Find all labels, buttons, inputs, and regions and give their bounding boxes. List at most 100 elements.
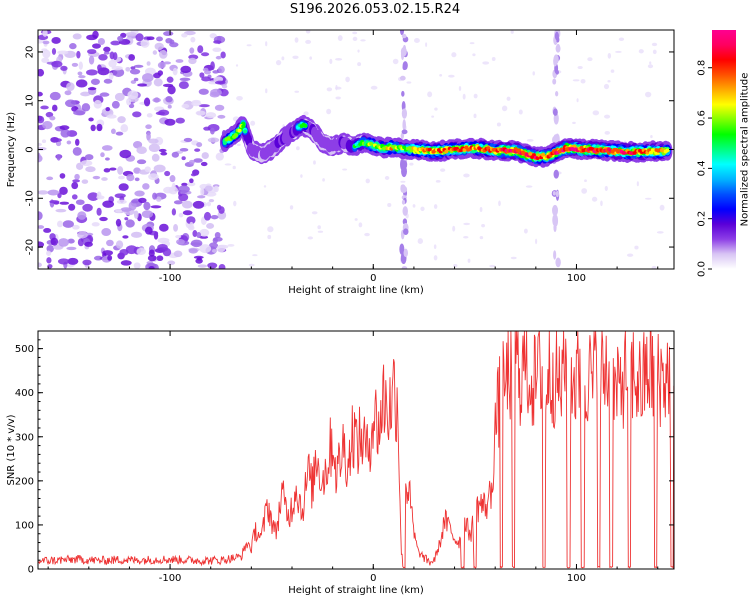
noise-blob [43, 227, 52, 233]
noise-blob [117, 166, 124, 175]
faint-blob [581, 188, 588, 194]
noise-blob [108, 59, 117, 68]
noise-blob [167, 260, 176, 266]
noise-blob [67, 238, 75, 244]
noise-blob [87, 192, 99, 201]
noise-blob [213, 185, 219, 193]
faint-blob [636, 181, 639, 187]
faint-blob [603, 83, 610, 90]
noise-blob [38, 211, 43, 221]
faint-blob [265, 41, 268, 47]
faint-blob [614, 50, 622, 53]
noise-blob [125, 32, 138, 37]
noise-blob [60, 129, 71, 138]
noise-blob [148, 138, 159, 144]
noise-blob [117, 35, 124, 42]
noise-blob [218, 88, 229, 97]
ridge-blob [427, 147, 432, 152]
noise-blob [75, 199, 85, 205]
faint-blob [265, 88, 268, 94]
noise-blob [41, 57, 50, 63]
noise-blob [212, 70, 219, 74]
faint-blob [233, 200, 237, 207]
ridge-blob [222, 141, 227, 146]
faint-blob [576, 98, 579, 103]
noise-blob [90, 78, 100, 85]
noise-blob [200, 187, 205, 196]
noise-blob [156, 255, 164, 262]
noise-blob [69, 43, 77, 50]
noise-blob [77, 211, 87, 220]
noise-blob [181, 156, 186, 161]
noise-blob [199, 72, 205, 78]
faint-blob [518, 109, 523, 115]
noise-blob [38, 225, 45, 229]
noise-blob [197, 264, 208, 268]
noise-blob [97, 64, 102, 72]
noise-blob [38, 241, 45, 248]
noise-blob [200, 52, 210, 57]
noise-blob [93, 99, 102, 109]
noise-blob [102, 250, 114, 256]
x-tick-label: -100 [159, 273, 182, 284]
noise-blob [49, 91, 61, 101]
noise-blob [158, 148, 167, 153]
noise-blob [138, 197, 147, 204]
noise-blob [143, 97, 151, 107]
faint-blob [491, 57, 496, 61]
colorbar-tick-label: 0.8 [697, 60, 708, 76]
noise-blob [92, 30, 99, 39]
faint-blob [267, 234, 272, 240]
faint-blob [236, 95, 243, 101]
faint-blob [448, 74, 455, 78]
noise-blob [137, 83, 148, 87]
streak-blob [403, 248, 408, 258]
faint-blob [387, 203, 392, 208]
noise-blob [106, 114, 117, 119]
noise-blob [196, 232, 202, 238]
noise-blob [206, 201, 211, 207]
noise-blob [214, 104, 225, 111]
noise-blob [190, 36, 196, 43]
y-tick-label: 300 [15, 432, 34, 443]
noise-blob [159, 49, 168, 59]
noise-blob [175, 234, 182, 239]
faint-blob [345, 76, 350, 83]
noise-blob [215, 55, 222, 60]
noise-blob [108, 72, 114, 80]
noise-blob [72, 33, 82, 40]
noise-blob [49, 116, 56, 121]
noise-blob [141, 210, 154, 218]
faint-blob [326, 108, 332, 115]
faint-blob [469, 42, 475, 45]
noise-blob [210, 127, 215, 135]
noise-blob [59, 173, 66, 179]
noise-blob [42, 121, 53, 130]
noise-blob [188, 57, 197, 65]
faint-blob [358, 222, 363, 228]
noise-blob [103, 51, 110, 55]
noise-blob [178, 81, 189, 90]
noise-blob [157, 61, 166, 69]
noise-blob [53, 138, 62, 142]
noise-blob [197, 45, 204, 54]
noise-blob [155, 111, 166, 116]
noise-blob [49, 200, 60, 204]
streak-blob [552, 78, 557, 85]
noise-blob [199, 235, 209, 239]
noise-blob [66, 246, 77, 251]
noise-blob [97, 37, 105, 45]
noise-blob [148, 249, 155, 257]
streak-blob [553, 169, 559, 179]
streak-blob [401, 129, 408, 135]
noise-blob [59, 186, 68, 196]
noise-blob [145, 124, 152, 130]
noise-blob [155, 196, 162, 202]
ridge-blob [233, 133, 238, 137]
noise-blob [153, 72, 161, 79]
noise-blob [126, 98, 132, 106]
faint-blob [525, 185, 533, 188]
noise-blob [148, 266, 155, 269]
noise-blob [152, 192, 158, 200]
noise-blob [186, 216, 196, 225]
